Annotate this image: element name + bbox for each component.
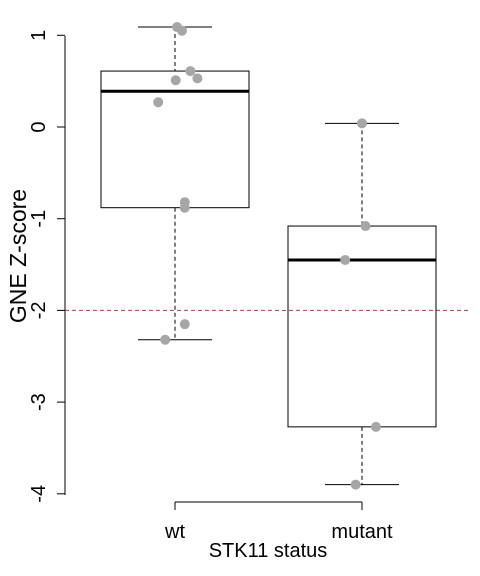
- y-tick-label: -1: [28, 210, 50, 228]
- x-axis-label: STK11 status: [209, 540, 328, 562]
- points: [153, 22, 381, 490]
- x-tick-label: wt: [164, 521, 185, 543]
- data-point: [350, 479, 361, 490]
- y-tick-label: 0: [28, 121, 50, 132]
- data-point: [340, 254, 351, 265]
- data-point: [357, 118, 367, 129]
- y-tick-label: -4: [28, 485, 50, 503]
- data-point: [179, 202, 190, 213]
- data-point: [179, 319, 190, 330]
- axes: [64, 36, 362, 503]
- x-ticks: wt mutant: [164, 502, 393, 543]
- data-point: [177, 25, 187, 36]
- data-point: [371, 421, 381, 432]
- data-point: [185, 66, 196, 77]
- y-tick-label: 1: [28, 30, 50, 41]
- y-ticks: 1 0 -1 -2 -3 -4: [28, 30, 65, 503]
- data-point: [160, 334, 171, 345]
- data-point: [170, 75, 181, 86]
- box-wt: [100, 70, 250, 209]
- data-point: [153, 97, 164, 108]
- y-axis-label: GNE Z-score: [5, 189, 31, 323]
- y-tick-label: -3: [28, 393, 50, 411]
- boxes: [100, 26, 437, 486]
- box-mutant: [287, 225, 437, 428]
- y-tick-label: -2: [28, 302, 50, 320]
- x-tick-label: mutant: [331, 521, 393, 543]
- data-point: [360, 221, 371, 232]
- data-point: [192, 73, 203, 84]
